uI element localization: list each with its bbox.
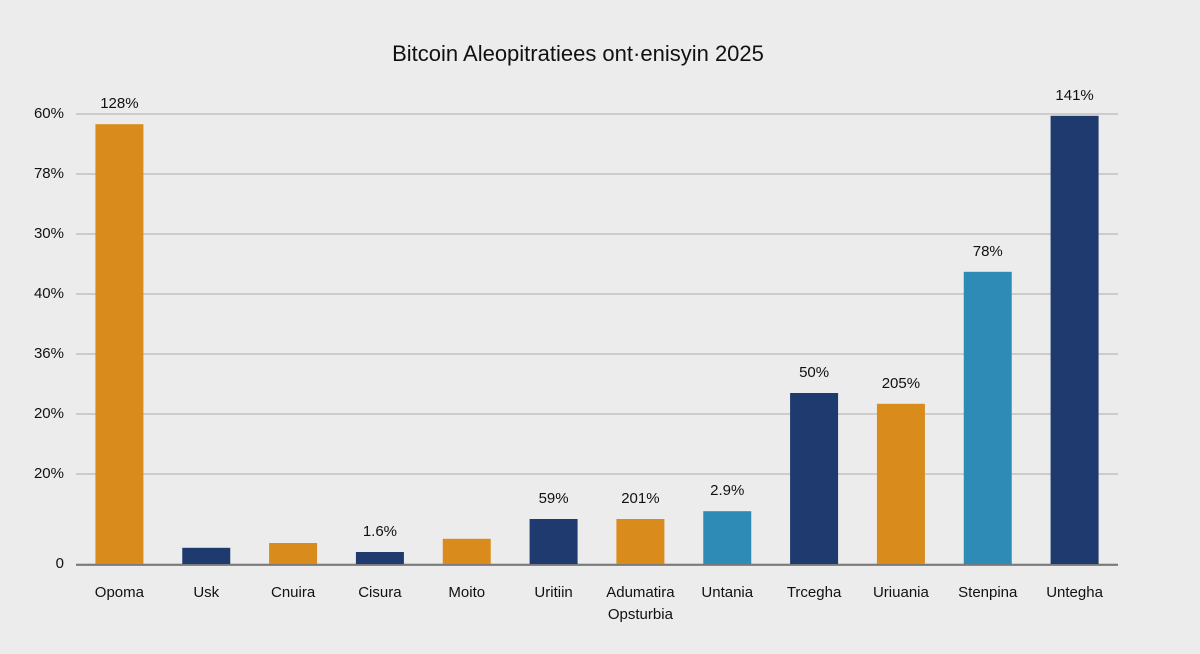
x-tick-label: Cnuira [270, 584, 316, 601]
x-tick-label: Uritiin [534, 584, 573, 601]
bar [876, 403, 925, 564]
bar [529, 519, 578, 564]
y-tick-label: 20% [34, 465, 64, 482]
y-tick-label: 78% [34, 165, 64, 182]
x-tick-label: Untegha [1046, 584, 1103, 601]
bar [703, 511, 752, 564]
value-label: 205% [882, 375, 920, 392]
value-label: 50% [799, 364, 829, 381]
bar [1050, 115, 1099, 565]
x-tick-label: Opoma [94, 584, 144, 601]
value-label: 2.9% [710, 482, 744, 499]
value-label: 78% [973, 243, 1003, 260]
y-tick-label: 40% [34, 285, 64, 302]
value-label: 59% [539, 490, 569, 507]
x-tick-label: Untania [701, 584, 754, 601]
bar [355, 552, 404, 564]
chart-title: Bitcoin Aleopitratiees ont·enisyin 2025 [392, 41, 764, 66]
value-label: 1.6% [363, 523, 397, 540]
y-tick-label: 60% [34, 105, 64, 122]
y-tick-label: 0 [56, 555, 64, 572]
bar [269, 543, 318, 564]
value-label: 201% [621, 490, 659, 507]
y-tick-label: 20% [34, 405, 64, 422]
x-tick-label: Stenpina [958, 584, 1018, 601]
x-tick-label: Adumatira Opsturbia [606, 584, 675, 623]
y-tick-label: 30% [34, 225, 64, 242]
bar [182, 547, 231, 564]
x-tick-label: Uriuania [872, 584, 929, 601]
x-tick-label: Usk [193, 584, 220, 601]
x-tick-label: Trcegha [786, 584, 842, 601]
bar [442, 538, 491, 564]
x-tick-label: Cisura [358, 584, 402, 601]
x-tick-label: Moito [448, 584, 486, 601]
bar [963, 271, 1012, 564]
bar [790, 393, 839, 564]
value-label: 141% [1055, 87, 1093, 104]
bar [616, 519, 665, 564]
y-tick-label: 36% [34, 345, 64, 362]
value-label: 128% [100, 95, 138, 112]
bar [95, 124, 144, 564]
